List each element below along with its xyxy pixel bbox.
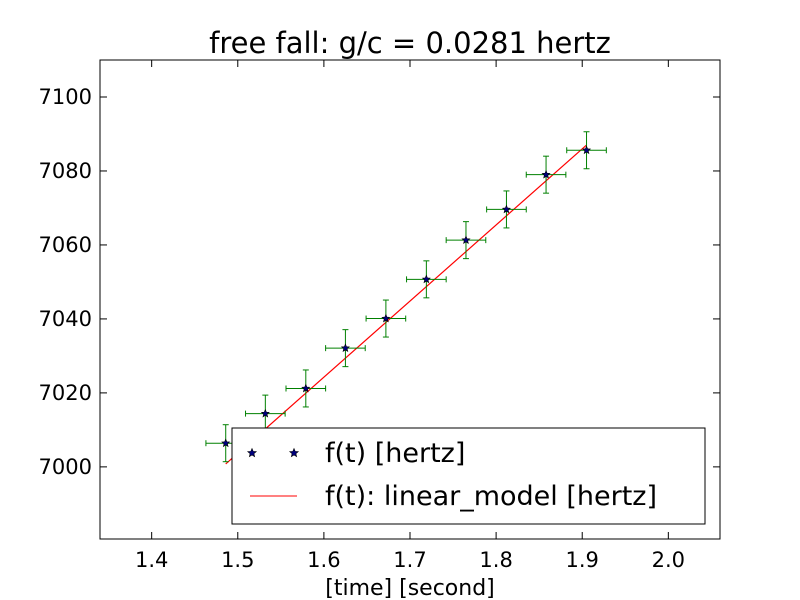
- y-tick-label: 7080: [39, 159, 92, 183]
- y-tick-label: 7060: [39, 233, 92, 257]
- x-tick-label: 1.8: [479, 548, 512, 572]
- x-axis-label: [time] [second]: [325, 576, 495, 600]
- x-tick-label: 1.4: [135, 548, 168, 572]
- data-point-group: [285, 369, 327, 408]
- data-point-group: [445, 221, 487, 260]
- data-point-star: [221, 438, 231, 448]
- data-point-group: [525, 155, 567, 194]
- linear-model-line: [225, 144, 587, 465]
- legend: f(t) [hertz] f(t): linear_model [hertz]: [231, 427, 706, 525]
- ticks: 1.4 1.5 1.6 1.7 1.8 1.9 2.0 7000 7020 7040 7060 708…: [39, 60, 720, 572]
- plot-area: 1.4 1.5 1.6 1.7 1.8 1.9 2.0 7000 7020 7040 7060 708…: [39, 59, 721, 572]
- data-point-star: [260, 408, 270, 418]
- data-point-star: [541, 169, 551, 179]
- data-marks: [205, 131, 607, 465]
- data-point-star: [501, 204, 511, 214]
- y-tick-label: 7040: [39, 307, 92, 331]
- legend-label-points: f(t) [hertz]: [325, 438, 465, 469]
- legend-label-line: f(t): linear_model [hertz]: [325, 481, 657, 512]
- data-point-star: [461, 235, 471, 245]
- data-point-group: [486, 190, 527, 229]
- chart-title: free fall: g/c = 0.0281 hertz: [209, 26, 611, 60]
- legend-marker-stars: [246, 447, 300, 458]
- legend-box: [231, 427, 706, 525]
- legend-marker-star: [246, 447, 258, 458]
- data-point-star: [381, 313, 391, 323]
- y-tick-label: 7020: [39, 381, 92, 405]
- data-point-group: [365, 299, 407, 338]
- legend-marker-star: [288, 447, 300, 458]
- x-tick-label: 1.6: [307, 548, 340, 572]
- data-point-group: [406, 260, 447, 299]
- data-point-group: [325, 329, 366, 368]
- data-point-star: [421, 274, 431, 284]
- data-point-group: [566, 131, 607, 170]
- data-point-group: [245, 394, 286, 433]
- data-point-star: [301, 383, 311, 393]
- x-tick-label: 1.9: [566, 548, 599, 572]
- x-tick-label: 2.0: [652, 548, 685, 572]
- x-tick-label: 1.7: [393, 548, 426, 572]
- y-tick-label: 7000: [39, 455, 92, 479]
- y-tick-label: 7100: [39, 85, 92, 109]
- data-point-star: [340, 343, 350, 353]
- x-tick-label: 1.5: [221, 548, 254, 572]
- data-point-star: [581, 145, 592, 155]
